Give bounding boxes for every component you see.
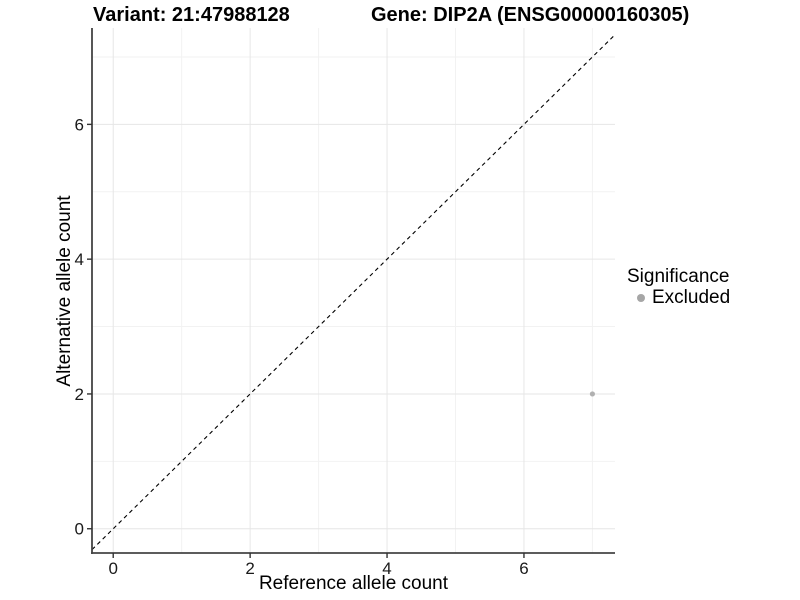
y-tick-label: 4: [75, 250, 84, 269]
data-point: [589, 391, 596, 397]
x-tick-label: 6: [519, 559, 528, 578]
identity-dashed-line: [91, 34, 616, 551]
gene-title: Gene: DIP2A (ENSG00000160305): [371, 4, 690, 26]
variant-title: Variant: 21:47988128: [93, 4, 290, 26]
x-axis-title: Reference allele count: [258, 573, 449, 594]
x-tick-label: 4: [382, 559, 391, 578]
legend-item-label: Excluded: [652, 287, 731, 308]
y-axis-title: Alternative allele count: [54, 195, 75, 387]
y-tick-label: 0: [75, 520, 84, 539]
x-tick-label: 0: [108, 559, 117, 578]
legend-point-icon: [637, 294, 645, 302]
y-tick-label: 2: [75, 385, 84, 404]
x-tick-label: 2: [245, 559, 254, 578]
legend-item-excluded: Excluded: [627, 287, 731, 308]
legend: Significance Excluded: [627, 265, 730, 308]
y-tick-label: 6: [75, 115, 84, 134]
legend-title: Significance: [627, 266, 730, 287]
